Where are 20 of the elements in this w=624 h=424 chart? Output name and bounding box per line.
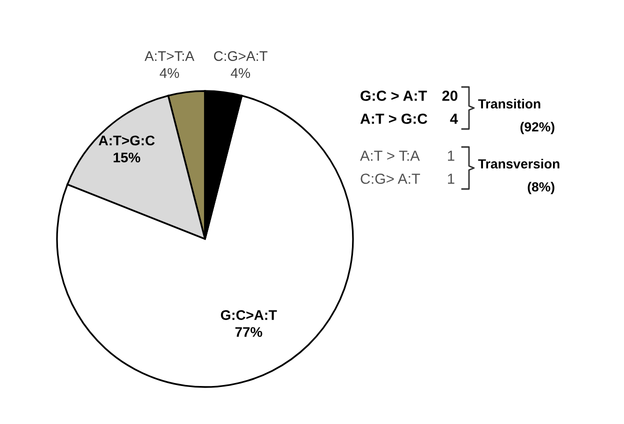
- text: Transition: [478, 98, 540, 109]
- text: 1: [448, 174, 454, 184]
- slice-label: G:C>A:T: [220, 310, 277, 320]
- data-label: 15%: [114, 152, 140, 162]
- text: A:T > T:A: [360, 150, 420, 161]
- data-label: 4%: [160, 68, 180, 78]
- text: A:T > G:C: [360, 114, 428, 124]
- data-label: 77%: [235, 327, 262, 337]
- slice-label: C:G>A:T: [214, 51, 268, 61]
- slice-label: A:T>G:C: [98, 136, 155, 146]
- text: 1: [448, 150, 454, 161]
- text: 20: [442, 90, 458, 101]
- text: (8%): [528, 182, 554, 194]
- text: C:G> A:T: [360, 174, 420, 184]
- slice-label: A:T>T:A: [144, 51, 194, 61]
- data-label: 4%: [230, 68, 250, 78]
- text: 4: [450, 114, 458, 124]
- text: G:C > A:T: [360, 90, 427, 101]
- text: Transversion: [478, 158, 560, 169]
- text: (92%): [520, 122, 554, 134]
